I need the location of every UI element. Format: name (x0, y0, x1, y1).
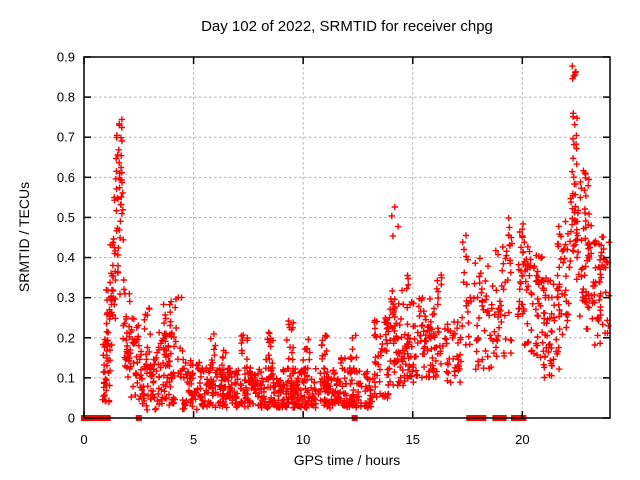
y-tick-label: 0 (68, 411, 75, 426)
x-tick-label: 10 (296, 432, 310, 447)
y-tick-label: 0.2 (57, 330, 75, 345)
x-tick-label: 5 (190, 432, 197, 447)
y-tick-label: 0.8 (57, 90, 75, 105)
axis-ticks (83, 56, 610, 419)
y-tick-label: 0.4 (57, 250, 75, 265)
y-tick-label: 0.5 (57, 210, 75, 225)
y-tick-label: 0.6 (57, 170, 75, 185)
x-tick-label: 0 (80, 432, 87, 447)
y-tick-label: 0.1 (57, 370, 75, 385)
plot-border (83, 56, 611, 419)
y-tick-label: 0.3 (57, 290, 75, 305)
chart-title: Day 102 of 2022, SRMTID for receiver chp… (201, 18, 493, 35)
y-tick-label: 0.7 (57, 130, 75, 145)
tick-labels: 0 5 10 15 20 0 0.1 0.2 0.3 0.4 0.5 0.6 0.7 0.8 0.9 (57, 50, 530, 448)
x-axis-label: GPS time / hours (293, 452, 401, 468)
x-tick-label: 15 (406, 432, 420, 447)
x-tick-label: 20 (515, 432, 529, 447)
y-tick-label: 0.9 (57, 50, 75, 65)
scatter-points (99, 62, 613, 413)
